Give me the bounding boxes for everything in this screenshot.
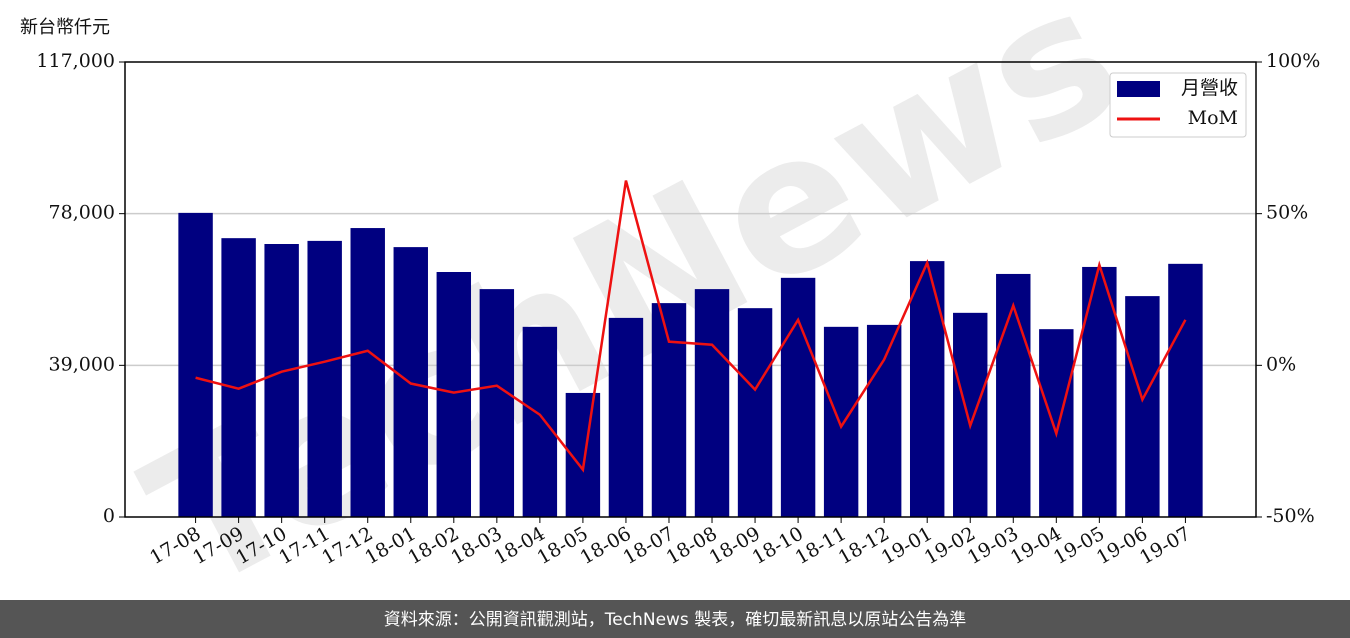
footer-bar [0, 600, 1350, 638]
y2-tick-label: -50% [1266, 505, 1315, 527]
y2-tick-label: 50% [1266, 202, 1308, 224]
y-tick-label: 78,000 [49, 202, 115, 224]
bar [350, 228, 385, 518]
bar [1039, 329, 1074, 517]
line [195, 180, 1187, 473]
bar [522, 326, 558, 517]
bar [694, 289, 730, 517]
bar [780, 277, 816, 517]
y2-tick-label: 100% [1266, 50, 1320, 72]
legend-label: MoM [1188, 107, 1238, 129]
legend-label: 月營收 [1181, 77, 1238, 99]
bar [221, 238, 256, 517]
bar [264, 244, 299, 517]
bar [866, 324, 902, 517]
plot-frame [124, 61, 1257, 518]
bar [953, 312, 988, 517]
legend-swatch [1117, 81, 1160, 97]
y-tick-label: 0 [103, 505, 115, 527]
bar [737, 308, 773, 517]
y-tick-label: 39,000 [49, 353, 115, 375]
bar [608, 317, 644, 517]
bar [823, 326, 859, 517]
y2-tick-label: 0% [1266, 353, 1296, 375]
bar [909, 261, 945, 517]
bar [996, 273, 1031, 517]
x-tick-label: 19-07 [1136, 523, 1194, 569]
bar [479, 289, 515, 517]
bar [307, 240, 342, 517]
bar [1125, 296, 1160, 517]
bar [651, 303, 687, 517]
bar [436, 272, 472, 517]
y-tick-label: 117,000 [36, 50, 115, 72]
footer: 資料來源：公開資訊觀測站，TechNews 製表，確切最新訊息以原站公告為準 [384, 610, 966, 630]
bar [178, 212, 213, 517]
bar [1168, 263, 1203, 517]
y-unit-label: 新台幣仟元 [20, 17, 110, 38]
